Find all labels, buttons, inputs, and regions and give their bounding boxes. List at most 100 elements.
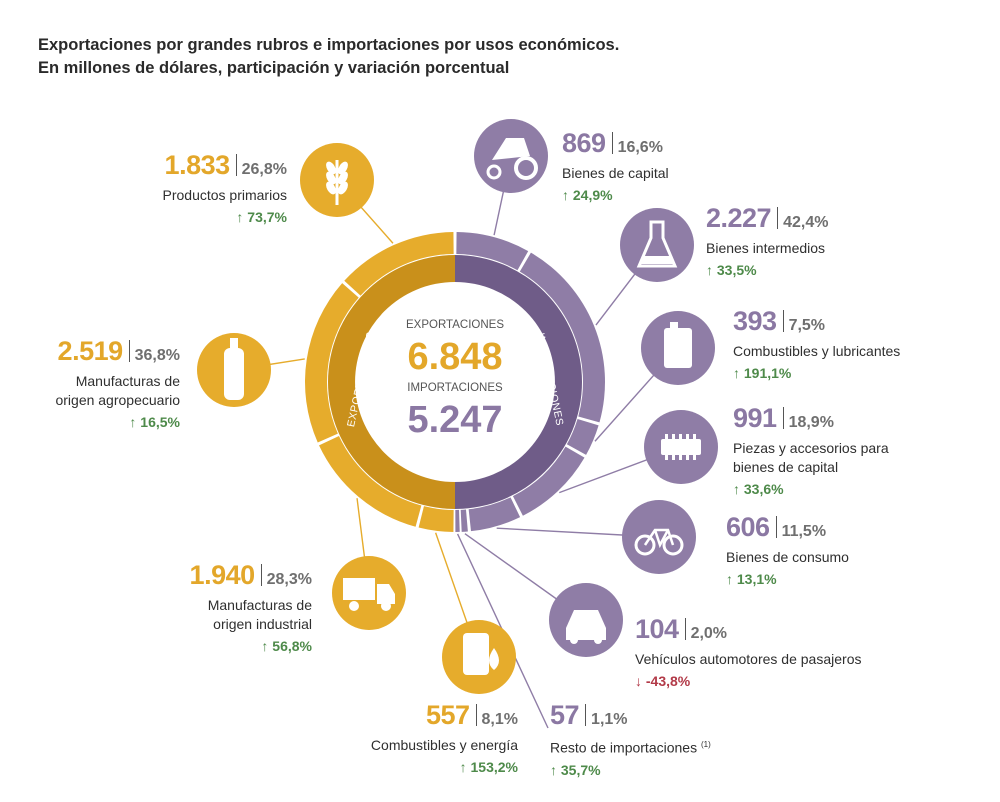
share: 26,8% [241,161,287,178]
change: ↑ 153,2% [459,759,518,775]
export-slice-1 [304,283,359,443]
import-slice-3 [512,446,585,516]
center-imports-total: 5.247 [407,399,502,441]
jerrycan-icon-glyph [664,322,692,368]
center-hole [361,288,549,476]
footnote-marker: (1) [700,740,711,749]
separator [260,564,262,586]
category-name: Bienes de consumo [726,549,849,565]
import-label-bienes-capital: 869 16,6% Bienes de capital ↑ 24,9% [562,128,669,205]
chart-title: Exportaciones por grandes rubros e impor… [38,34,619,80]
car-icon-glyph [566,610,606,644]
change: ↑ 16,5% [129,414,180,430]
share: 11,5% [781,523,827,540]
import-label-combustibles-lubricantes: 393 7,5% Combustibles y lubricantes ↑ 191… [733,306,900,383]
arrow-up-icon: ↑ [733,481,740,497]
export-label-combustibles-energia: 557 8,1% Combustibles y energía ↑ 153,2% [371,700,518,777]
share: 8,1% [481,711,518,728]
value: 1.833 [164,150,231,180]
export-slice-0 [344,232,454,296]
imports-inner-band [455,255,582,509]
category-name-line-2: origen agropecuario [55,392,180,408]
export-slice-2 [319,436,422,527]
separator [777,207,779,229]
separator [235,154,237,176]
arrow-up-icon: ↑ [726,571,733,587]
value: 2.519 [57,336,124,366]
value: 104 [635,614,679,644]
import-slice-0 [456,232,529,271]
category-name-line-2: origen industrial [213,616,312,632]
share: 28,3% [266,571,312,588]
wheat-icon-glyph [326,160,348,205]
category-name-line-1: Manufacturas de [207,597,312,613]
import-label-resto: 57 1,1% Resto de importaciones (1) ↑ 35,7… [550,700,711,780]
category-name-line-1: Manufacturas de [75,373,180,389]
arrow-up-icon: ↑ [706,262,713,278]
share: 36,8% [134,347,180,364]
category-name: Bienes intermedios [706,240,826,256]
import-label-bienes-intermedios: 2.227 42,4% Bienes intermedios ↑ 33,5% [706,203,828,280]
flask-icon [620,208,694,282]
import-slice-4 [468,497,521,532]
gear-part-icon-glyph [661,434,701,460]
category-name: Combustibles y energía [370,737,518,753]
export-label-moi: 1.940 28,3% Manufacturas de origen indust… [190,560,312,656]
separator [585,704,587,726]
title-line-1: Exportaciones por grandes rubros e impor… [38,36,620,54]
category-name: Bienes de capital [562,165,669,181]
truck-icon-glyph [343,578,395,611]
import-label-vehiculos: 104 2,0% Vehículos automotores de pasajer… [635,614,861,691]
arrow-up-icon: ↑ [550,761,557,778]
import-slice-2 [566,419,599,455]
change: ↑ 33,5% [706,262,757,278]
oil-barrel-icon-glyph [463,633,499,675]
arrow-up-icon: ↑ [733,365,740,381]
import-slice-1 [519,252,605,423]
separator [611,132,613,154]
bicycle-icon [622,500,696,574]
exports-inner-band [328,255,455,509]
separator [128,340,130,362]
share: 2,0% [690,625,728,642]
import-label-bienes-consumo: 606 11,5% Bienes de consumo ↑ 13,1% [726,512,849,589]
share: 16,6% [617,139,663,156]
change: ↑ 24,9% [562,187,613,203]
separator [684,618,686,640]
value: 869 [562,128,606,158]
title-line-2: En millones de dólares, participación y … [38,59,510,77]
import-label-piezas-accesorios: 991 18,9% Piezas y accesorios para bienes… [733,403,889,499]
center-exports-total: 6.848 [407,336,502,378]
share: 7,5% [788,317,826,334]
share: 42,4% [783,214,829,231]
change: ↑ 56,8% [261,638,312,654]
export-slice-3 [418,506,454,532]
import-slice-5 [460,509,468,532]
category-name: Resto de importaciones (1) [550,739,711,756]
category-name-line-1: Piezas y accesorios para [733,440,889,456]
share: 18,9% [788,414,834,431]
arrow-up-icon: ↑ [459,759,467,775]
export-label-productos-primarios: 1.833 26,8% Productos primarios ↑ 73,7% [163,150,288,227]
bicycle-icon-glyph [634,528,684,556]
import-slice-6 [455,509,460,532]
export-label-moa: 2.519 36,8% Manufacturas de origen agrope… [55,336,180,432]
arrow-up-icon: ↑ [129,414,137,430]
category-name: Vehículos automotores de pasajeros [635,651,862,667]
change: ↑ 13,1% [726,571,777,587]
change: ↓ -43,8% [635,673,691,689]
category-name: Combustibles y lubricantes [733,343,901,359]
value: 393 [733,306,777,336]
category-icons [197,119,718,694]
value: 606 [726,512,770,542]
value: 57 [550,700,580,730]
value: 991 [733,403,777,433]
value: 557 [425,700,470,730]
change: ↑ 73,7% [236,209,287,225]
separator [782,407,784,429]
arrow-up-icon: ↑ [236,209,244,225]
arrow-down-icon: ↓ [635,673,642,689]
category-name-line-2: bienes de capital [733,459,839,475]
arrow-up-icon: ↑ [562,187,569,203]
